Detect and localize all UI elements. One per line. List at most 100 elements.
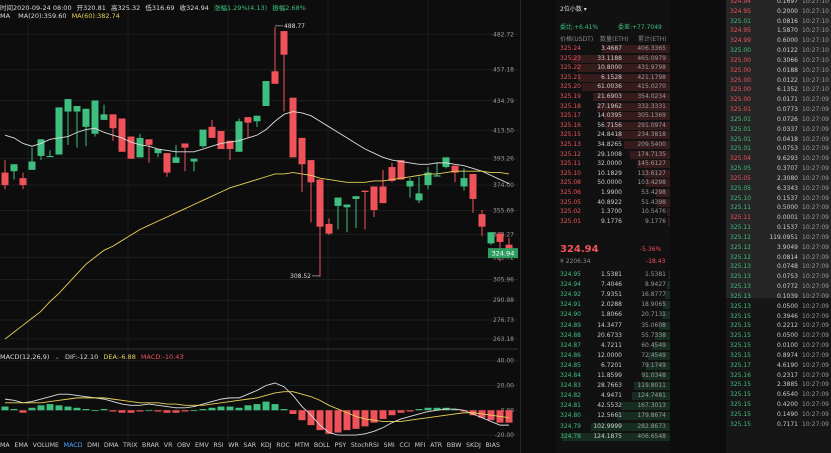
- indicator-tab-dma[interactable]: DMA: [103, 442, 119, 449]
- indicator-tab-ema[interactable]: EMA: [14, 442, 29, 449]
- ask-row[interactable]: 325.08 50.0000 103.4298: [556, 178, 670, 188]
- ask-row[interactable]: 325.01 9.1776 9.1776: [556, 217, 670, 227]
- indicator-tab-macd[interactable]: MACD: [63, 442, 83, 449]
- indicator-tab-psy[interactable]: PSY: [334, 442, 347, 449]
- ask-row[interactable]: 325.11 32.0000 145.6127: [556, 159, 670, 169]
- bid-row[interactable]: 324.83 28.7663 119.8011: [556, 381, 670, 391]
- bid-row[interactable]: 324.81 42.5532 167.3013: [556, 401, 670, 411]
- bid-row[interactable]: 324.78 124.1875 406.6548: [556, 432, 670, 442]
- ask-amount: 61.0036: [597, 83, 622, 91]
- ask-row[interactable]: 325.05 40.8922 51.4398: [556, 198, 670, 208]
- candle-body: [478, 214, 486, 227]
- header-total: 累计(ETH): [638, 36, 667, 43]
- indicator-tab-stochrsi[interactable]: StochRSI: [350, 442, 379, 449]
- ask-row[interactable]: 325.21 6.1528 421.1798: [556, 73, 670, 83]
- indicator-tab-rsi[interactable]: RSI: [213, 442, 224, 449]
- macd-bar: [226, 406, 234, 411]
- ask-row[interactable]: 325.22 10.8000 431.9798: [556, 63, 670, 73]
- depth-bar: [577, 73, 670, 82]
- indicator-tab-mtm[interactable]: MTM: [294, 442, 310, 449]
- bid-row[interactable]: 324.91 2.0288 18.9065: [556, 300, 670, 310]
- trade-amount: 0.0418: [777, 135, 798, 143]
- indicator-tab-sar[interactable]: SAR: [243, 442, 257, 449]
- trade-time: 10:27:09: [802, 401, 829, 409]
- candle-body: [397, 160, 405, 180]
- ask-row[interactable]: 325.13 34.8265 209.5400: [556, 140, 670, 150]
- indicator-tab-volume[interactable]: VOLUME: [32, 442, 60, 449]
- macd-settings-icon[interactable]: ⌄: [54, 353, 60, 361]
- indicator-tab-brar[interactable]: BRAR: [142, 442, 160, 449]
- indicator-tab-cci[interactable]: CCI: [399, 442, 411, 449]
- indicator-tab-bbw[interactable]: BBW: [446, 442, 462, 449]
- bid-row[interactable]: 324.88 20.6733 55.7338: [556, 331, 670, 341]
- trade-time: 10:27:09: [802, 96, 829, 104]
- ask-row[interactable]: 325.06 1.9900 53.4298: [556, 188, 670, 198]
- ask-row[interactable]: 325.17 14.0395 305.1369: [556, 111, 670, 121]
- candle-body: [1, 172, 9, 186]
- trade-price: 325.11: [730, 224, 751, 232]
- trade-price: 324.95: [730, 7, 751, 15]
- macd-bar: [109, 410, 117, 412]
- indicator-tab-kdj[interactable]: KDJ: [260, 442, 272, 449]
- ask-row[interactable]: 325.20 61.0036 415.0270: [556, 82, 670, 92]
- precision-select[interactable]: 2位小数 ▾: [560, 6, 587, 13]
- indicator-tab-smi[interactable]: SMI: [383, 442, 395, 449]
- candle-body: [370, 186, 378, 211]
- trade-price: 325.00: [730, 76, 751, 84]
- trade-time: 10:27:09: [802, 155, 829, 163]
- bid-row[interactable]: 324.86 12.0000 72.4549: [556, 351, 670, 361]
- bid-row[interactable]: 324.79 102.9999 282.8673: [556, 422, 670, 432]
- indicator-tab-atr[interactable]: ATR: [430, 442, 443, 449]
- indicator-tabs: MA EMA VOLUME MACD DMI DMA TRIX BRAR VR OBV EMV RSI…: [0, 442, 520, 453]
- bid-row[interactable]: 324.95 1.5381 1.5381: [556, 270, 670, 280]
- candle-body: [379, 186, 387, 204]
- indicator-tab-obv[interactable]: OBV: [177, 442, 191, 449]
- bid-row[interactable]: 324.82 4.9471 124.7481: [556, 391, 670, 401]
- ask-row[interactable]: 325.19 21.6903 354.0234: [556, 92, 670, 102]
- ask-row[interactable]: 325.12 29.1008 174.7135: [556, 150, 670, 160]
- indicator-tab-dmi[interactable]: DMI: [87, 442, 100, 449]
- ask-row[interactable]: 325.16 56.7156 291.0974: [556, 121, 670, 131]
- ask-row[interactable]: 325.02 1.3700 10.5476: [556, 207, 670, 217]
- bid-row[interactable]: 324.94 7.4046 8.9427: [556, 280, 670, 290]
- indicator-tab-mfi[interactable]: MFI: [414, 442, 426, 449]
- bid-total: 79.1749: [641, 361, 666, 369]
- current-price-text: 324.94: [492, 250, 515, 258]
- bid-row[interactable]: 324.85 6.7201 79.1749: [556, 361, 670, 371]
- trade-row: 325.15 0.4200 10:27:09: [670, 400, 831, 409]
- indicator-tab-trix[interactable]: TRIX: [123, 442, 138, 449]
- kline-chart[interactable]: 482.72 457.18 434.79 413.50 393.26 374.00 355.…: [0, 0, 520, 442]
- indicator-tab-vr[interactable]: VR: [163, 442, 173, 449]
- indicator-tab-boll[interactable]: BOLL: [313, 442, 331, 449]
- bid-row[interactable]: 324.89 14.3477 35.0608: [556, 321, 670, 331]
- bid-total: 8.9427: [645, 281, 666, 289]
- trade-amount: 0.1537: [777, 224, 798, 232]
- trade-amount: 0.0773: [777, 106, 798, 114]
- bid-row[interactable]: 324.84 11.8599 91.0348: [556, 371, 670, 381]
- trade-price: 325.13: [730, 263, 751, 271]
- candle: [64, 99, 72, 145]
- bid-row[interactable]: 324.92 7.9351 16.8777: [556, 290, 670, 300]
- ask-row[interactable]: 325.18 27.1962 332.3331: [556, 102, 670, 112]
- macd-bar: [460, 410, 468, 412]
- candle: [190, 158, 198, 172]
- macd-bar: [100, 409, 108, 411]
- indicator-tab-roc[interactable]: ROC: [276, 442, 290, 449]
- trade-amount: 0.1697: [777, 0, 798, 5]
- indicator-tab-skdj[interactable]: SKDJ: [466, 442, 481, 449]
- ask-row[interactable]: 325.24 3.4687 406.3365: [556, 44, 670, 54]
- bid-row[interactable]: 324.90 1.8066 20.7131: [556, 310, 670, 320]
- ask-row[interactable]: 325.10 10.1829 113.6127: [556, 169, 670, 179]
- indicator-tab-emv[interactable]: EMV: [195, 442, 209, 449]
- ask-row[interactable]: 325.23 33.1188 465.0979: [556, 54, 670, 64]
- indicator-tab-wr[interactable]: WR: [228, 442, 239, 449]
- trade-row: 325.01 0.0773 10:27:09: [670, 105, 831, 114]
- indicator-tab-bias[interactable]: BIAS: [485, 442, 500, 449]
- candle-body: [10, 164, 18, 172]
- indicator-tab-ma[interactable]: MA: [0, 442, 10, 449]
- bid-row[interactable]: 324.87 4.7211 60.4549: [556, 341, 670, 351]
- ask-row[interactable]: 325.15 24.8418 234.3818: [556, 130, 670, 140]
- price-tick-label: 413.50: [493, 127, 514, 134]
- candle-body: [145, 139, 153, 145]
- bid-row[interactable]: 324.80 12.5661 179.8674: [556, 411, 670, 421]
